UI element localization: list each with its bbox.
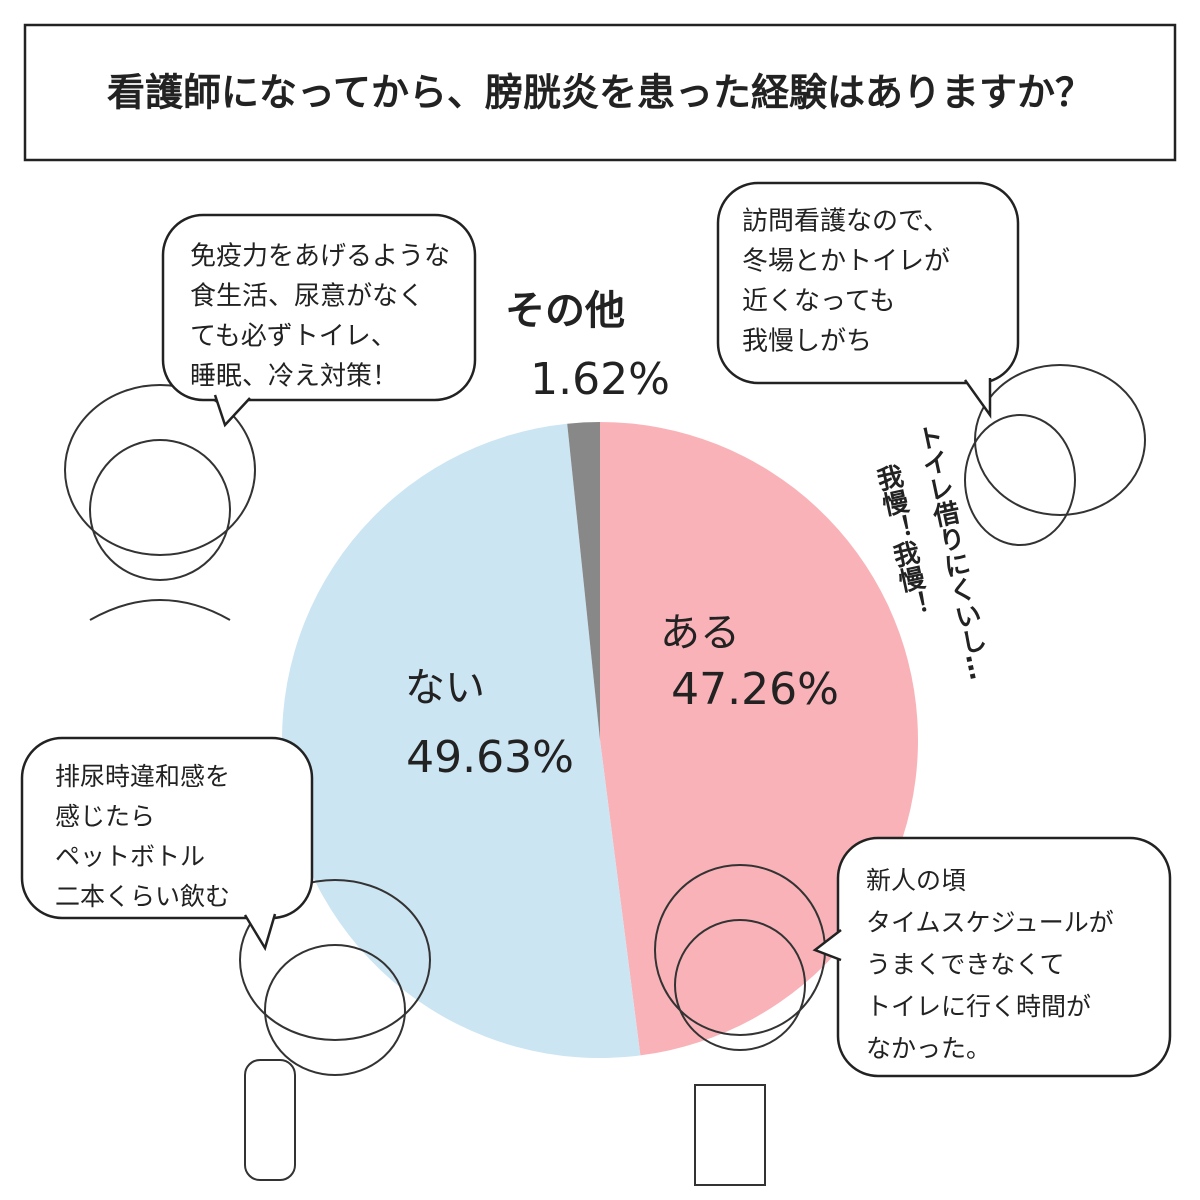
bubble	[716, 181, 1020, 419]
value-label: 49.63%	[406, 732, 574, 783]
pie-slice	[567, 422, 600, 740]
bubble	[812, 836, 1172, 1078]
bubble-text: タイムスケジュールが	[866, 908, 1114, 937]
bubble	[161, 213, 477, 428]
category-label: その他	[505, 288, 625, 334]
pie-slice	[282, 423, 641, 1058]
value-label: 1.62%	[530, 354, 670, 405]
bubble-text: 感じたら	[55, 802, 155, 831]
pie	[282, 422, 918, 1058]
chart-title: 看護師になってから、膀胱炎を患った経験はありますか？	[107, 71, 1093, 115]
bubble-text: 近くなっても	[742, 287, 895, 317]
bubble-text: ても必ずトイレ、	[190, 322, 397, 352]
bubble-text: 新人の頃	[866, 866, 966, 895]
bubble-text: ペットボトル	[55, 842, 205, 871]
bubble-text: 二本くらい飲む	[55, 882, 230, 911]
bubble-text: 我慢しがち	[742, 327, 872, 357]
bubble-text: 免疫力をあげるような	[190, 242, 450, 272]
bubble-text: トイレに行く時間が	[866, 992, 1091, 1021]
bubble-text: 訪問看護なので、	[742, 207, 949, 237]
bubble-text: なかった。	[866, 1034, 991, 1063]
bubble-text: うまくできなくて	[866, 950, 1065, 979]
bubble	[20, 736, 314, 952]
bubble-text: 冬場とかトイレが	[742, 247, 950, 277]
illustrations	[64, 364, 1146, 1186]
category-label: ない	[405, 665, 485, 711]
bubble-text: 睡眠、冷え対策！	[190, 362, 398, 392]
bubble-text: 排尿時違和感を	[55, 762, 230, 791]
value-label: 47.26%	[671, 664, 839, 715]
category-label: ある	[660, 610, 740, 656]
title-box	[23, 23, 1177, 162]
bubble-text: 食生活、尿意がなく	[190, 282, 424, 312]
side-note: トイレ借りにくいし…	[910, 422, 994, 683]
